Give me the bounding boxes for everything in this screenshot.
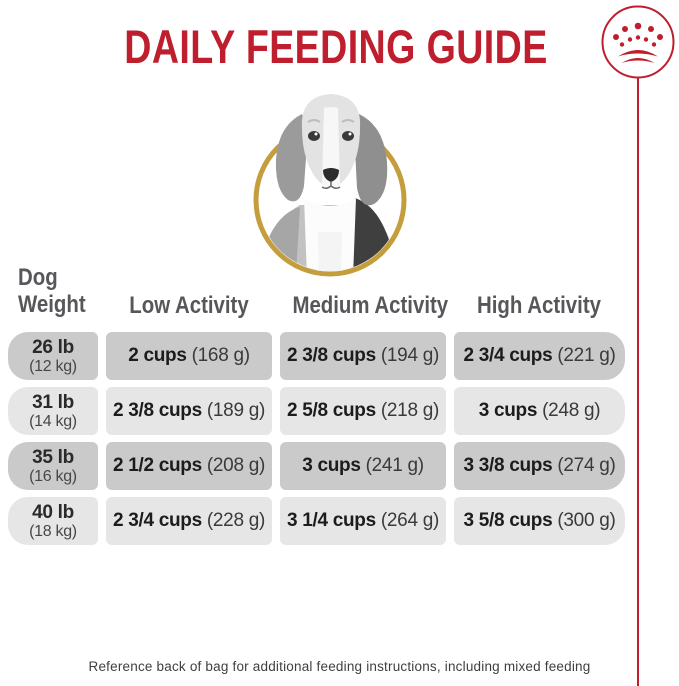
feeding-cell-medium: 3 cups (241 g) <box>280 442 446 490</box>
weight-kg: (16 kg) <box>29 467 77 485</box>
cups-amount: 3 5/8 cups <box>463 510 553 531</box>
grams-amount: (241 g) <box>365 455 424 476</box>
grams-amount: (194 g) <box>380 345 439 366</box>
column-header-dog-weight: Dog Weight <box>18 264 86 318</box>
feeding-table: 26 lb (12 kg) 2 cups (168 g) 2 3/8 cups … <box>8 332 625 545</box>
weight-lb: 31 lb <box>32 391 74 413</box>
cups-amount: 2 3/8 cups <box>113 400 202 421</box>
brand-vertical-rule <box>637 77 639 686</box>
weight-lb: 40 lb <box>32 501 74 523</box>
feeding-cell-medium: 3 1/4 cups (264 g) <box>280 497 446 545</box>
column-header-medium-activity: Medium Activity <box>292 292 449 319</box>
weight-lb: 35 lb <box>32 446 74 468</box>
cups-amount: 3 cups <box>478 400 538 421</box>
grams-amount: (264 g) <box>380 510 439 531</box>
column-header-high-activity: High Activity <box>477 292 601 319</box>
weight-cell: 26 lb (12 kg) <box>8 332 98 380</box>
grams-amount: (189 g) <box>206 400 265 421</box>
cups-amount: 2 5/8 cups <box>287 400 376 421</box>
table-row: 40 lb (18 kg) 2 3/4 cups (228 g) 3 1/4 c… <box>8 497 625 545</box>
table-row: 35 lb (16 kg) 2 1/2 cups (208 g) 3 cups … <box>8 442 625 490</box>
weight-cell: 35 lb (16 kg) <box>8 442 98 490</box>
cups-amount: 2 3/8 cups <box>287 345 376 366</box>
weight-kg: (14 kg) <box>29 412 77 430</box>
grams-amount: (274 g) <box>557 455 616 476</box>
feeding-cell-high: 2 3/4 cups (221 g) <box>454 332 625 380</box>
weight-kg: (12 kg) <box>29 357 77 375</box>
grams-amount: (228 g) <box>206 510 265 531</box>
cups-amount: 3 1/4 cups <box>287 510 376 531</box>
royal-canin-crown-icon <box>601 5 675 79</box>
grams-amount: (218 g) <box>380 400 439 421</box>
grams-amount: (221 g) <box>557 345 616 366</box>
weight-lb: 26 lb <box>32 336 74 358</box>
cups-amount: 3 cups <box>302 455 361 476</box>
table-row: 31 lb (14 kg) 2 3/8 cups (189 g) 2 5/8 c… <box>8 387 625 435</box>
column-header-low-activity: Low Activity <box>129 292 249 319</box>
feeding-cell-high: 3 cups (248 g) <box>454 387 625 435</box>
dog-weight-line1: Dog <box>18 264 58 291</box>
cups-amount: 2 1/2 cups <box>113 455 202 476</box>
weight-cell: 40 lb (18 kg) <box>8 497 98 545</box>
feeding-cell-low: 2 3/4 cups (228 g) <box>106 497 272 545</box>
feeding-cell-low: 2 3/8 cups (189 g) <box>106 387 272 435</box>
table-row: 26 lb (12 kg) 2 cups (168 g) 2 3/8 cups … <box>8 332 625 380</box>
grams-amount: (208 g) <box>206 455 265 476</box>
beagle-portrait-photo <box>253 94 407 277</box>
weight-kg: (18 kg) <box>29 522 77 540</box>
cups-amount: 2 3/4 cups <box>463 345 553 366</box>
cups-amount: 2 cups <box>128 345 187 366</box>
dog-weight-line2: Weight <box>18 291 86 318</box>
grams-amount: (168 g) <box>191 345 250 366</box>
grams-amount: (300 g) <box>557 510 616 531</box>
page-title: DAILY FEEDING GUIDE <box>124 20 548 73</box>
footer-note: Reference back of bag for additional fee… <box>88 659 591 674</box>
weight-cell: 31 lb (14 kg) <box>8 387 98 435</box>
grams-amount: (248 g) <box>542 400 601 421</box>
cups-amount: 2 3/4 cups <box>113 510 202 531</box>
feeding-cell-high: 3 3/8 cups (274 g) <box>454 442 625 490</box>
feeding-cell-high: 3 5/8 cups (300 g) <box>454 497 625 545</box>
cups-amount: 3 3/8 cups <box>463 455 553 476</box>
feeding-cell-medium: 2 5/8 cups (218 g) <box>280 387 446 435</box>
feeding-cell-medium: 2 3/8 cups (194 g) <box>280 332 446 380</box>
feeding-cell-low: 2 cups (168 g) <box>106 332 272 380</box>
feeding-cell-low: 2 1/2 cups (208 g) <box>106 442 272 490</box>
